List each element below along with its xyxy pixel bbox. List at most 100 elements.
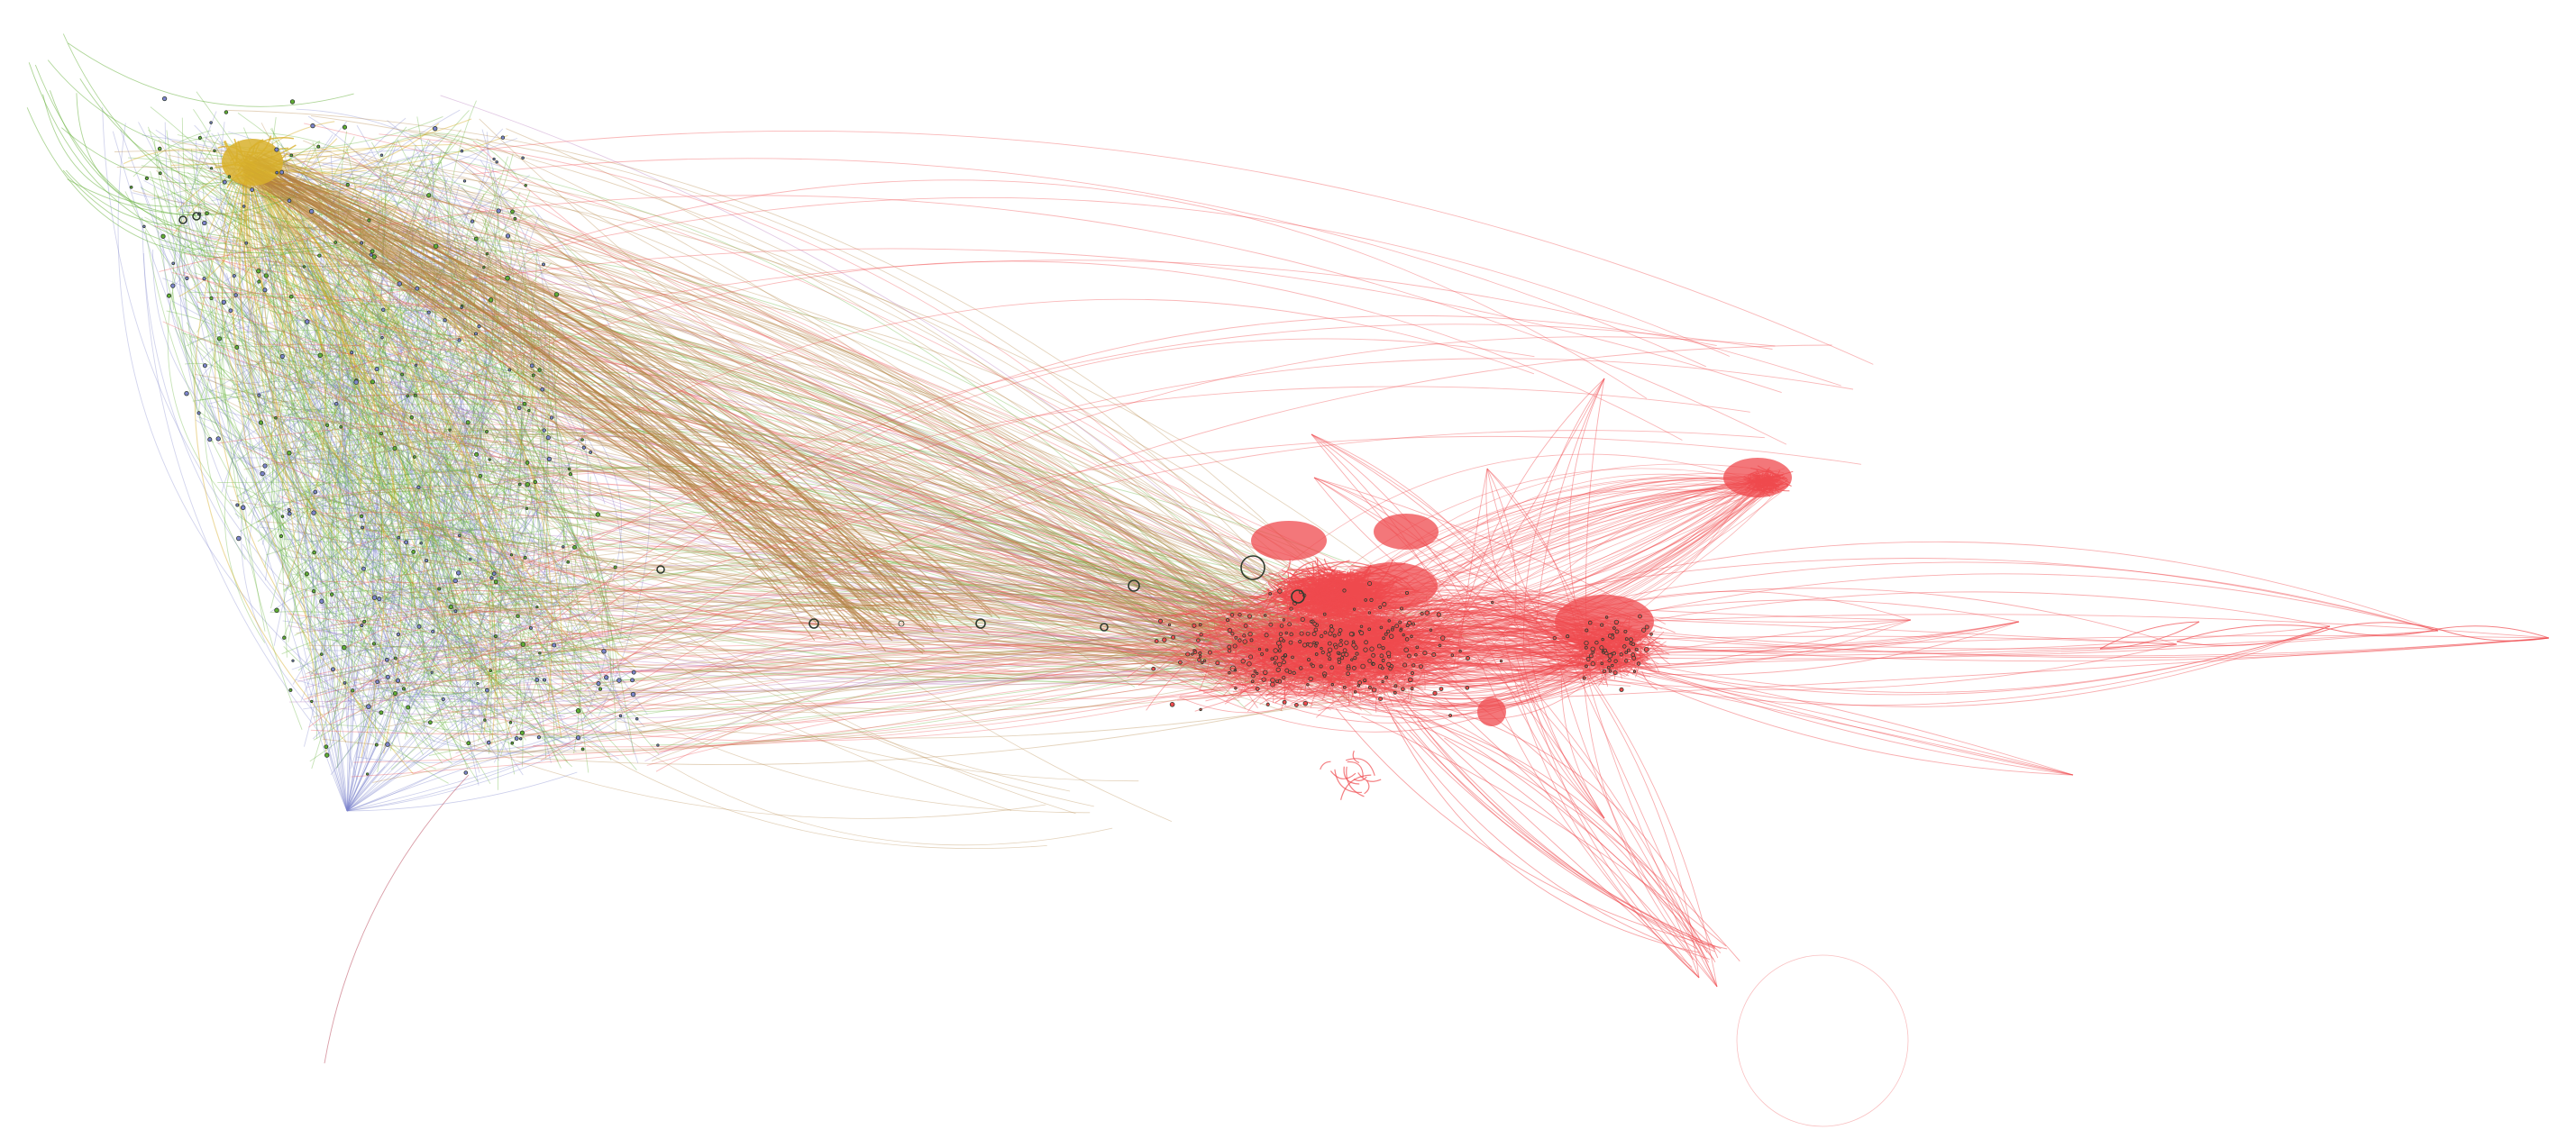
left-cluster-edge — [259, 366, 339, 621]
red-cluster-edge — [1261, 636, 1341, 650]
left-cluster-edge — [269, 236, 621, 700]
red-cluster-node — [1364, 598, 1368, 602]
red-cluster-node — [1611, 663, 1614, 668]
left-cluster-node — [491, 571, 497, 576]
red-group-link — [1246, 468, 1785, 669]
left-cluster-edge — [397, 140, 509, 256]
left-cluster-edge — [318, 602, 506, 643]
red-right-edge — [1544, 643, 1586, 675]
left-cluster-edge — [143, 179, 339, 405]
satellite-edge — [1476, 621, 2020, 670]
bridge-edge — [450, 607, 1258, 683]
yellow-hub-edge — [247, 161, 292, 452]
left-cluster-edge — [431, 357, 448, 487]
left-cluster-edge — [232, 380, 499, 478]
left-cluster-edge — [416, 516, 477, 563]
left-cluster-edge — [275, 300, 391, 736]
bridge-edge — [382, 411, 1275, 609]
bridge-edge — [225, 399, 1298, 680]
left-cluster-edge — [269, 269, 461, 451]
bridge-edge — [132, 190, 1311, 619]
red-cluster-node — [1389, 633, 1394, 639]
red-cluster-node — [1167, 623, 1172, 627]
bridge-edge — [426, 218, 1341, 619]
left-cluster-edge — [265, 187, 356, 412]
left-cluster-node — [566, 560, 571, 564]
red-cluster-edge — [1276, 600, 1286, 637]
red-cluster-edge — [1320, 644, 1380, 677]
red-core-edge — [1323, 558, 1336, 573]
red-group-link — [1347, 486, 1777, 640]
left-cluster-node — [426, 310, 431, 314]
left-cluster-edge — [160, 243, 347, 268]
left-cluster-edge — [177, 115, 443, 150]
red-cluster-node — [1410, 687, 1414, 691]
left-cluster-edge — [285, 203, 317, 739]
left-cluster-edge — [198, 149, 382, 341]
bridge-edge — [534, 377, 1340, 653]
red-cluster-node — [1387, 619, 1391, 623]
bridge-edge — [556, 651, 1283, 737]
left-cluster-edge — [232, 407, 368, 449]
left-cluster-edge — [379, 694, 459, 703]
bridge-edge — [346, 145, 1283, 660]
left-cluster-node — [525, 506, 529, 511]
bridge-edge — [607, 635, 1301, 678]
red-cluster-edge — [1305, 653, 1400, 703]
bridge-edge — [516, 565, 1406, 643]
red-group-link — [1397, 477, 1758, 661]
red-cluster-node — [1398, 620, 1402, 624]
left-cluster-edge — [270, 170, 379, 433]
left-cluster-edge — [370, 282, 476, 718]
red-cluster-edge — [1293, 655, 1388, 670]
left-cluster-edge — [521, 418, 548, 443]
left-cluster-edge — [253, 340, 534, 535]
lower-satellite-edge — [1392, 717, 1711, 961]
satellite-edge — [1475, 624, 1718, 988]
left-cluster-edge — [467, 221, 497, 449]
lower-satellite-edge — [1357, 698, 1716, 963]
left-cluster-edge — [382, 129, 461, 437]
lower-loop-edge — [1343, 766, 1360, 785]
red-cluster-node — [1154, 639, 1159, 643]
satellite-edge — [1560, 677, 1605, 819]
red-cluster-edge — [1366, 661, 1402, 675]
red-core-edge — [1338, 584, 1357, 606]
red-cluster-edge — [1264, 626, 1286, 646]
yellow-hub-edge — [247, 161, 562, 739]
long-arc-edge — [471, 158, 1706, 368]
red-cluster-node — [1329, 665, 1335, 670]
bridge-edge — [257, 520, 1310, 632]
red-cluster-edge — [1283, 679, 1380, 688]
left-cluster-edge — [279, 327, 377, 744]
bridge-edge — [214, 255, 1299, 655]
left-cluster-edge — [309, 450, 545, 762]
left-cluster-edge — [334, 369, 413, 752]
hub-bridge-edge — [257, 178, 931, 602]
red-cluster-node — [1629, 642, 1633, 645]
red-cluster-node — [1384, 675, 1389, 679]
red-cluster-edge — [1254, 626, 1342, 683]
red-cluster-edge — [1216, 628, 1319, 639]
red-core-edge — [1315, 582, 1338, 591]
left-cluster-node — [392, 446, 397, 451]
left-cluster-edge — [269, 261, 477, 350]
left-cluster-edge — [324, 333, 483, 368]
left-cluster-node — [202, 277, 206, 281]
red-cluster-edge — [1331, 633, 1588, 686]
hub-bridge-edge — [260, 178, 898, 616]
satellite-edge — [1531, 690, 1605, 819]
red-group-link — [1197, 475, 1760, 660]
large-fan-bottom-ring — [1736, 954, 1909, 1127]
red-cluster-node — [1419, 664, 1423, 670]
left-cluster-node — [635, 717, 639, 721]
left-cluster-edge — [413, 248, 502, 689]
left-cluster-edge — [420, 632, 552, 725]
red-cluster-edge — [1320, 654, 1364, 665]
red-cluster-node — [1376, 643, 1382, 649]
left-cluster-node — [493, 579, 498, 585]
red-cluster-edge — [1217, 638, 1265, 653]
bridge-edge — [284, 232, 1372, 715]
left-cluster-edge — [259, 215, 519, 447]
red-cluster-node — [1344, 640, 1349, 645]
